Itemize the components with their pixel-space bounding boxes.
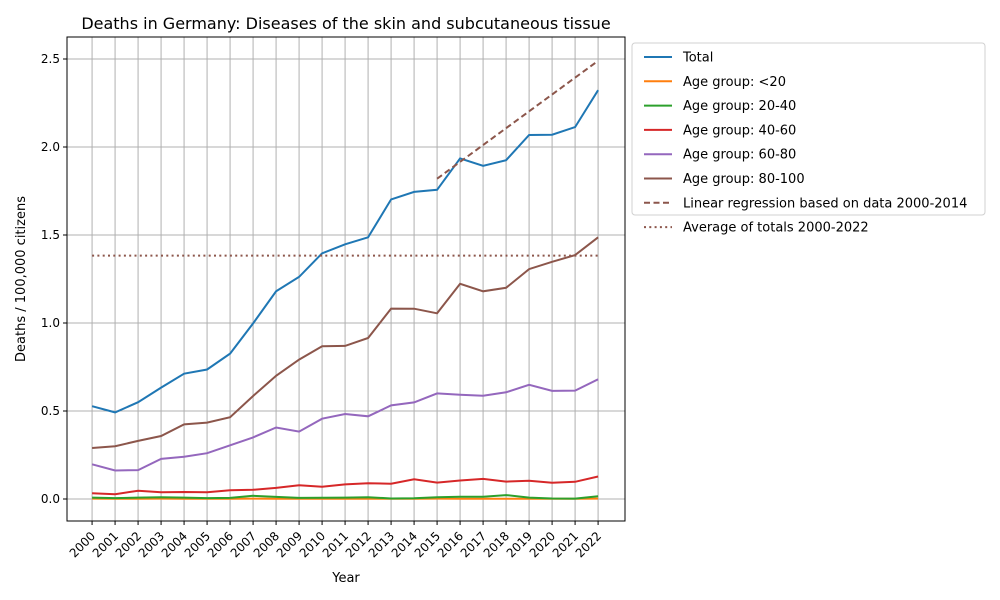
series-line-5 — [92, 236, 599, 449]
legend-label: Average of totals 2000-2022 — [683, 221, 869, 236]
x-tick-label: 2012 — [343, 529, 374, 560]
series-line-6 — [436, 59, 599, 180]
legend-label: Age group: 20-40 — [683, 99, 796, 114]
x-tick-label: 2011 — [320, 529, 351, 560]
x-tick-label: 2022 — [573, 529, 604, 560]
x-tick-label: 2015 — [412, 529, 443, 560]
legend-label: Linear regression based on data 2000-201… — [683, 196, 967, 211]
legend: Total Age group: <20 Age group: 20-40 Age g… — [631, 42, 986, 236]
x-tick-label: 2013 — [366, 529, 397, 560]
x-tick-label: 2010 — [297, 529, 328, 560]
x-axis-label: Year — [331, 571, 360, 586]
y-tick-label: 0.0 — [41, 492, 60, 506]
y-tick-label: 2.0 — [41, 140, 60, 154]
y-tick-label: 0.5 — [41, 404, 60, 418]
series-line-2 — [92, 494, 599, 500]
legend-label: Total — [682, 51, 713, 66]
legend-frame — [631, 42, 986, 216]
y-axis-label: Deaths / 100,000 citizens — [14, 196, 29, 362]
plot-frame — [66, 36, 626, 522]
series-line-4 — [91, 378, 599, 472]
series-line-3 — [92, 475, 599, 496]
legend-label: Age group: <20 — [683, 75, 786, 90]
legend-label: Age group: 60-80 — [683, 148, 796, 163]
y-tick-label: 2.5 — [41, 52, 60, 66]
x-tick-label: 2009 — [274, 529, 305, 560]
legend-label: Age group: 40-60 — [683, 123, 796, 138]
legend-label: Age group: 80-100 — [683, 172, 805, 187]
y-tick-label: 1.5 — [41, 228, 60, 242]
x-tick-label: 2014 — [389, 529, 420, 560]
chart-title: Deaths in Germany: Diseases of the skin … — [81, 14, 610, 33]
y-tick-label: 1.0 — [41, 316, 60, 330]
x-tick-label: 2008 — [251, 529, 282, 560]
series-line-0 — [91, 89, 599, 414]
